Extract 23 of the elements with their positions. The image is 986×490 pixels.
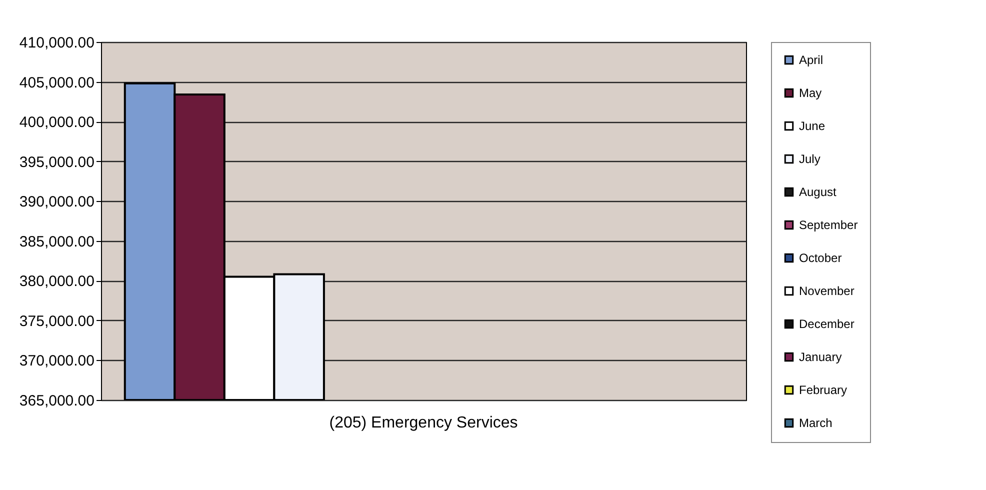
y-tick-label: 400,000.00 — [19, 114, 94, 132]
legend-label: January — [799, 350, 842, 364]
y-tick-label: 370,000.00 — [19, 352, 94, 370]
y-tick-label: 380,000.00 — [19, 273, 94, 290]
legend-label: October — [799, 251, 842, 265]
y-tick-label: 385,000.00 — [19, 233, 94, 250]
y-tick-label: 405,000.00 — [19, 74, 94, 92]
y-tick-label: 395,000.00 — [19, 154, 94, 171]
legend-label: September — [799, 218, 858, 232]
y-tick-label: 365,000.00 — [19, 392, 94, 410]
legend-label: August — [799, 185, 838, 199]
legend-label: February — [799, 383, 848, 397]
legend-label: March — [799, 416, 832, 430]
legend-label: May — [799, 86, 822, 100]
legend-label: December — [799, 317, 854, 331]
legend-label: April — [799, 53, 824, 67]
legend-label: June — [799, 119, 826, 133]
y-tick-label: 390,000.00 — [19, 194, 94, 211]
legend-label: July — [799, 152, 820, 166]
y-tick-label: 375,000.00 — [19, 312, 94, 330]
x-tick-label: (205) Emergency Services — [329, 414, 518, 432]
legend-label: November — [799, 284, 854, 298]
y-tick-label: 410,000.00 — [19, 34, 94, 52]
